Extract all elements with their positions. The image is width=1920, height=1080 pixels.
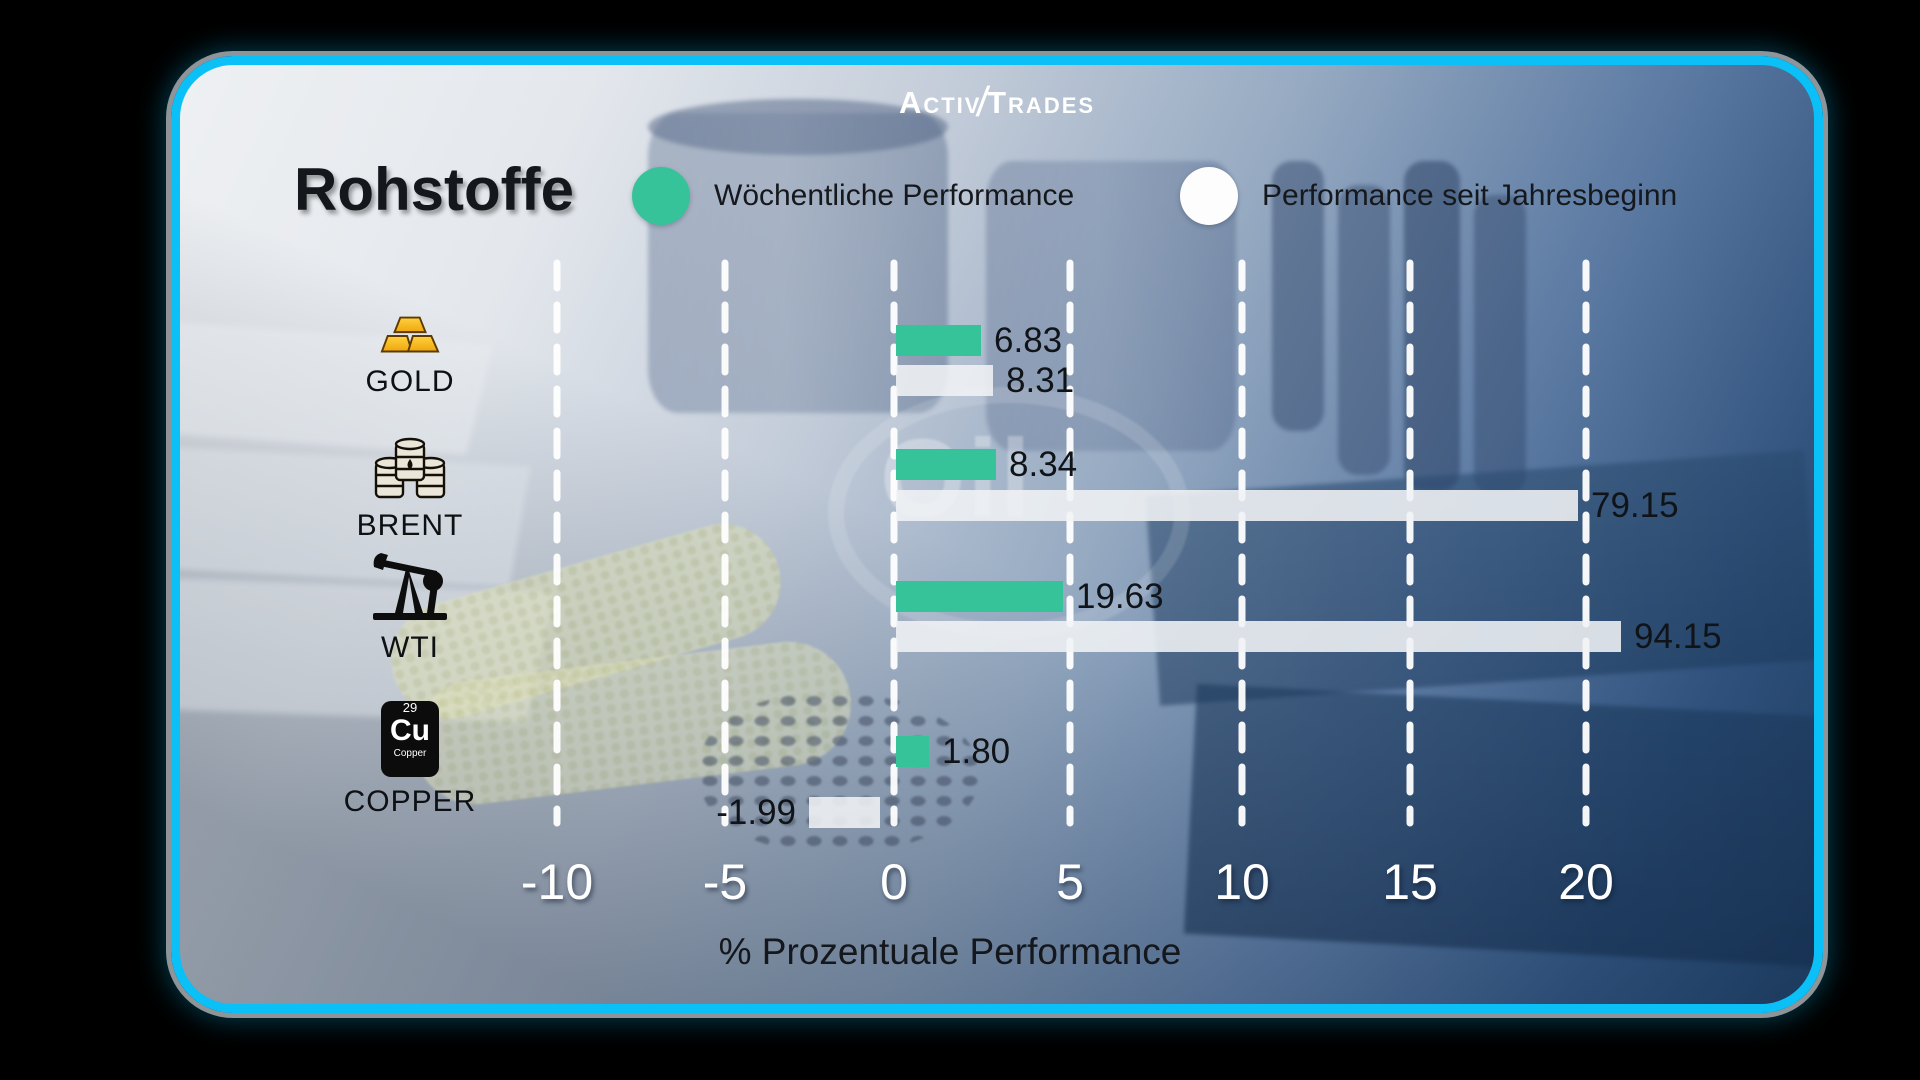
category-wti: WTI: [308, 547, 512, 665]
legend-ytd: Performance seit Jahresbeginn: [1180, 167, 1677, 225]
x-tick: 10: [1214, 854, 1270, 910]
activtrades-logo: Activ/Trades: [898, 78, 1096, 125]
copper-weekly-bar: 1.80: [896, 732, 1010, 771]
infographic-card: Oil Activ/Trades Rohstoffe Wöchentliche …: [171, 56, 1823, 1013]
x-tick: 0: [880, 854, 908, 910]
oil-barrels-icon: [374, 437, 446, 499]
x-tick: -5: [702, 854, 748, 910]
page-title: Rohstoffe: [294, 156, 574, 223]
brent-weekly-bar: 8.34: [896, 445, 1077, 484]
wti-weekly-bar: 19.63: [896, 577, 1164, 616]
wti-weekly-value: 19.63: [1076, 576, 1164, 616]
weekly-legend-dot-icon: [632, 167, 690, 225]
copper-name: Copper: [393, 748, 427, 759]
x-axis-label: % Prozentuale Performance: [718, 931, 1182, 972]
x-tick: 5: [1056, 854, 1084, 910]
gold-weekly-value: 6.83: [994, 320, 1063, 360]
copper-symbol: Cu: [390, 714, 430, 747]
category-brent: BRENT: [308, 437, 512, 543]
row-label-gold: GOLD: [365, 365, 455, 398]
row-label-brent: BRENT: [356, 509, 464, 542]
category-copper: 29 Cu Copper COPPER: [308, 701, 512, 819]
x-tick: 20: [1558, 854, 1614, 910]
copper-weekly-value: 1.80: [942, 731, 1011, 771]
logo-part2: Trades: [987, 85, 1096, 120]
oil-pumpjack-icon: [373, 553, 447, 620]
gold-bars-icon: [380, 316, 440, 353]
brent-ytd-value: 79.15: [1591, 485, 1679, 525]
row-label-copper: COPPER: [343, 785, 477, 818]
ytd-legend-label: Performance seit Jahresbeginn: [1262, 179, 1678, 212]
legend-weekly: Wöchentliche Performance: [632, 167, 1074, 225]
wti-ytd-bar: 94.15: [896, 617, 1722, 656]
ytd-legend-dot-icon: [1180, 167, 1238, 225]
wti-ytd-value: 94.15: [1634, 616, 1722, 656]
gold-weekly-bar: 6.83: [896, 321, 1062, 360]
gold-ytd-value: 8.31: [1006, 360, 1075, 400]
category-gold: GOLD: [308, 313, 512, 399]
logo-part1: Activ: [898, 85, 982, 120]
weekly-legend-label: Wöchentliche Performance: [714, 179, 1075, 212]
x-tick: 15: [1382, 854, 1438, 910]
copper-ytd-value: -1.99: [716, 792, 796, 832]
gold-ytd-bar: 8.31: [896, 361, 1074, 400]
row-label-wti: WTI: [381, 631, 439, 664]
copper-element-icon: 29 Cu Copper: [381, 701, 439, 777]
brent-ytd-bar: 79.15: [896, 486, 1679, 525]
copper-atomic-number: 29: [402, 700, 418, 715]
brent-weekly-value: 8.34: [1009, 444, 1078, 484]
x-tick: -10: [520, 854, 594, 910]
copper-ytd-bar: -1.99: [716, 793, 880, 832]
